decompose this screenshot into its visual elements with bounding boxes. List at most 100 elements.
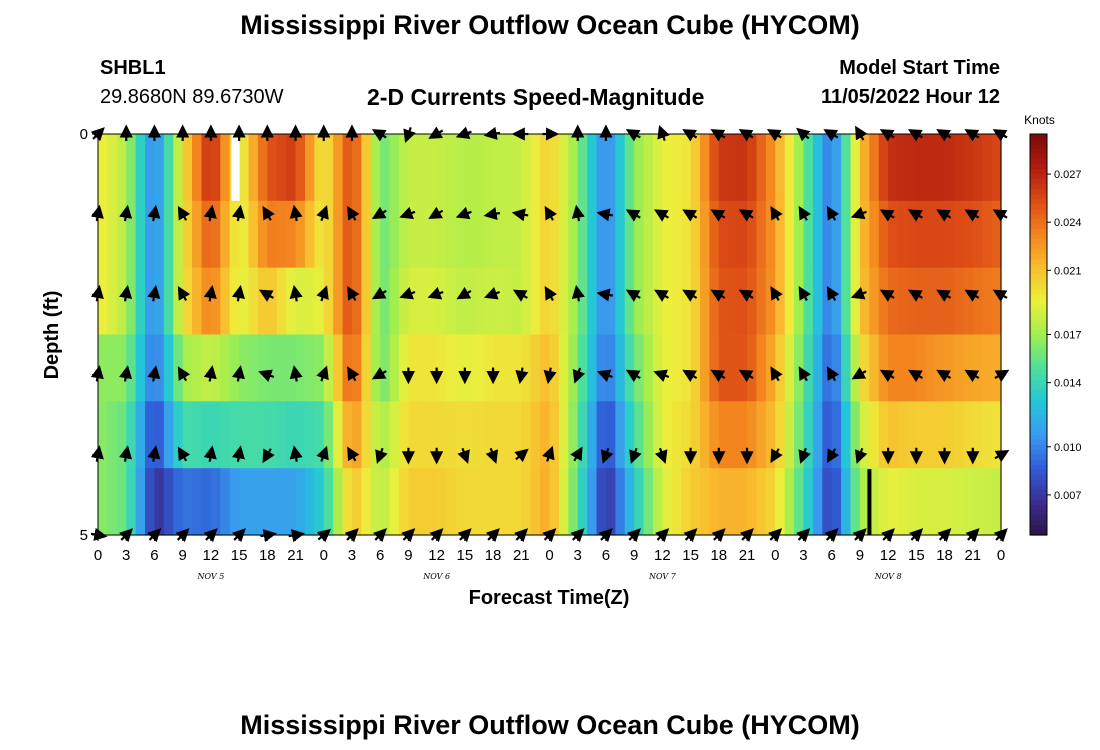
current-vector-arrow xyxy=(738,209,754,222)
heatmap-cell xyxy=(869,401,880,469)
colorbar-segment xyxy=(1030,149,1047,155)
heatmap-cell xyxy=(436,468,447,536)
heatmap-cell xyxy=(587,200,598,269)
heatmap-cell xyxy=(295,334,306,402)
heatmap-cell xyxy=(615,468,626,536)
heatmap-cell xyxy=(248,334,259,402)
colorbar-segment xyxy=(1030,469,1047,476)
heatmap-cell xyxy=(652,468,663,536)
heatmap-cell xyxy=(427,334,438,402)
current-vector-arrow xyxy=(544,205,557,221)
heatmap-cell xyxy=(483,200,494,269)
heatmap-cell xyxy=(587,334,598,402)
current-vector-arrow xyxy=(542,445,555,462)
heatmap-cell xyxy=(229,401,240,469)
heatmap-cell xyxy=(906,468,917,536)
heatmap-cell xyxy=(812,468,823,536)
heatmap-cell xyxy=(700,200,711,269)
heatmap-cell xyxy=(624,334,635,402)
colorbar-segment xyxy=(1030,179,1047,185)
x-tick-label: 18 xyxy=(936,547,953,564)
colorbar-segment xyxy=(1030,184,1047,190)
current-vector-arrow xyxy=(147,204,161,222)
x-tick-label: 0 xyxy=(320,547,328,564)
heatmap-cell xyxy=(605,134,616,202)
current-vector-arrow xyxy=(147,445,161,462)
heatmap-cell xyxy=(295,267,306,336)
heatmap-cell xyxy=(408,200,419,269)
heatmap-cell xyxy=(417,200,428,269)
current-vector-arrow xyxy=(177,446,191,462)
heatmap-cell xyxy=(878,267,889,336)
heatmap-cell xyxy=(135,200,146,269)
heatmap-cell xyxy=(859,468,870,536)
current-vector-arrow xyxy=(316,285,329,302)
station-id: SHBL1 xyxy=(100,57,166,79)
heatmap-cell xyxy=(464,468,475,536)
heatmap-cell xyxy=(681,468,692,536)
heatmap-cell xyxy=(803,401,814,469)
heatmap-cell xyxy=(671,401,682,469)
heatmap-cell xyxy=(728,200,739,269)
heatmap-cell xyxy=(135,401,146,469)
heatmap-cell xyxy=(351,468,362,536)
x-tick-label: 21 xyxy=(964,547,981,564)
current-vector-arrow xyxy=(177,366,191,382)
heatmap-cell xyxy=(229,468,240,536)
heatmap-cell xyxy=(662,334,673,402)
heatmap-cell xyxy=(944,134,955,202)
current-vector-arrow xyxy=(907,369,923,383)
heatmap-cell xyxy=(521,334,532,402)
heatmap-cell xyxy=(822,334,833,402)
heatmap-cell xyxy=(859,334,870,402)
heatmap-cell xyxy=(634,200,645,269)
heatmap-cell xyxy=(483,468,494,536)
heatmap-cell xyxy=(370,267,381,336)
heatmap-cell xyxy=(286,267,297,336)
colorbar-segment xyxy=(1030,279,1047,285)
heatmap-cell xyxy=(916,200,927,269)
heatmap-cell xyxy=(399,200,410,269)
heatmap-cell xyxy=(643,134,654,202)
heatmap-cell xyxy=(455,401,466,469)
heatmap-cell xyxy=(540,334,551,402)
heatmap-cell xyxy=(906,401,917,469)
heatmap-cell xyxy=(888,334,899,402)
heatmap-cell xyxy=(436,334,447,402)
heatmap-cell xyxy=(765,267,776,336)
x-tick-label: 12 xyxy=(428,547,445,564)
heatmap-cell xyxy=(116,200,127,269)
heatmap-cell xyxy=(549,134,560,202)
heatmap-cell xyxy=(869,200,880,269)
x-tick-label: 18 xyxy=(710,547,727,564)
current-vector-arrow xyxy=(738,369,754,383)
heatmap-cell xyxy=(822,200,833,269)
heatmap-cell xyxy=(916,401,927,469)
heatmap-cell xyxy=(850,334,861,402)
current-vector-arrow xyxy=(826,286,840,302)
heatmap-cell xyxy=(925,134,936,202)
heatmap-cell xyxy=(511,401,522,469)
heatmap-cell xyxy=(286,200,297,269)
current-vector-arrow xyxy=(316,205,329,222)
heatmap-cell xyxy=(464,200,475,269)
heatmap-cell xyxy=(192,200,203,269)
heatmap-cell xyxy=(201,401,212,469)
colorbar-segment xyxy=(1030,319,1047,326)
heatmap-cell xyxy=(747,134,758,202)
colorbar-segment xyxy=(1030,299,1047,306)
heatmap-cell xyxy=(634,401,645,469)
colorbar-segment xyxy=(1030,309,1047,316)
heatmap-cell xyxy=(540,200,551,269)
heatmap-cell xyxy=(587,401,598,469)
heatmap-cell xyxy=(568,334,579,402)
heatmap-cell xyxy=(765,334,776,402)
heatmap-cell xyxy=(671,334,682,402)
current-vector-arrow xyxy=(798,205,811,221)
colorbar-segment xyxy=(1030,384,1047,391)
colorbar-segment xyxy=(1030,339,1047,346)
heatmap-cell xyxy=(163,134,174,202)
heatmap-cell xyxy=(436,267,447,336)
current-vector-arrow xyxy=(347,446,360,462)
current-vector-arrow xyxy=(289,204,303,222)
